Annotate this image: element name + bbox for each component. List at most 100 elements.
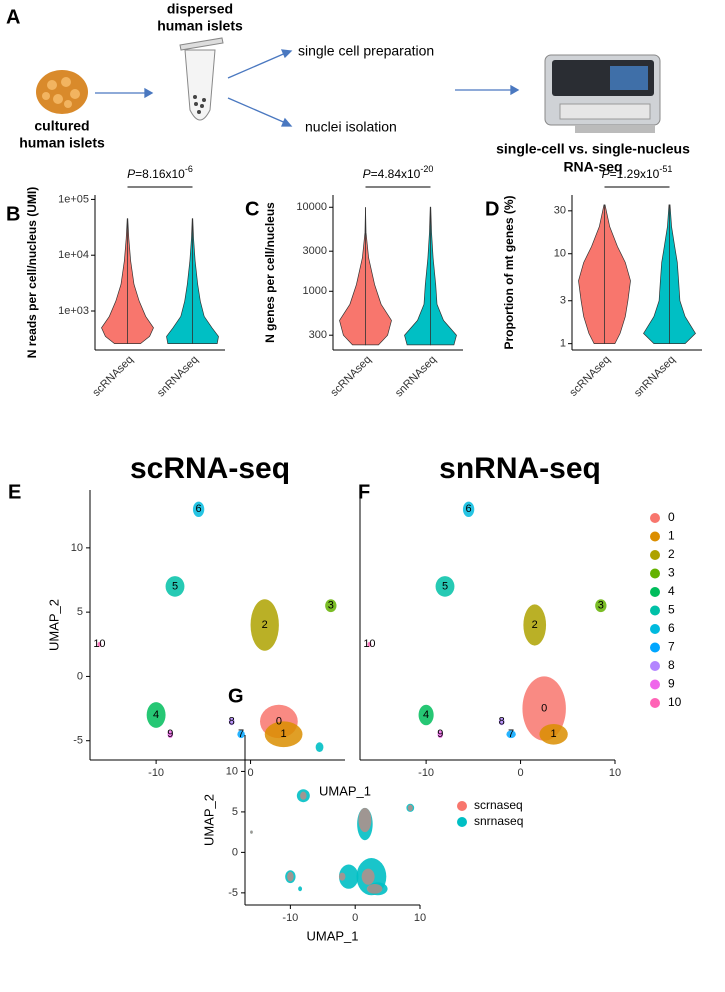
p-symbol: P xyxy=(602,167,610,181)
cluster xyxy=(437,730,444,739)
label: cultured xyxy=(34,118,89,134)
panel-label: G xyxy=(228,685,244,707)
x-tick-label: -10 xyxy=(148,767,164,779)
cluster-label: 1 xyxy=(281,728,287,740)
p-exponent: -51 xyxy=(659,164,672,174)
cluster-label: 10 xyxy=(93,638,105,650)
y-tick-label: 1e+05 xyxy=(58,193,89,205)
violin-half xyxy=(669,204,696,345)
cluster-label: 3 xyxy=(328,600,334,612)
x-tick-label: 0 xyxy=(517,767,523,779)
x-tick-label: 10 xyxy=(414,912,426,924)
x-axis-label: UMAP_1 xyxy=(306,928,358,943)
p-exponent: -6 xyxy=(185,164,193,174)
cluster-label: 7 xyxy=(238,728,244,740)
y-tick-label: -5 xyxy=(228,887,238,899)
cluster xyxy=(97,641,102,647)
cluster xyxy=(300,791,307,800)
cluster xyxy=(237,730,245,739)
y-tick-label: -5 xyxy=(73,735,83,747)
cluster xyxy=(367,641,372,647)
p-value: P=1.29x10-51 xyxy=(602,164,673,181)
cluster-label: 5 xyxy=(442,580,448,592)
cluster xyxy=(506,730,516,739)
legend-swatch xyxy=(650,679,660,690)
cluster-label: 8 xyxy=(229,715,235,727)
islet-cells xyxy=(42,77,80,108)
arrows xyxy=(95,49,520,127)
p-symbol: P xyxy=(363,167,371,181)
y-tick-label: 10 xyxy=(226,765,238,777)
cluster-label: 8 xyxy=(499,715,505,727)
legend-swatch xyxy=(650,513,660,523)
cluster xyxy=(498,717,505,726)
cluster xyxy=(315,742,324,753)
cluster xyxy=(366,883,383,894)
legend-label: scrnaseq xyxy=(474,798,523,812)
cluster xyxy=(435,576,455,597)
cluster-label: 7 xyxy=(508,728,514,740)
legend-swatch xyxy=(650,661,660,671)
panel-label: F xyxy=(358,481,370,503)
y-axis-label: N genes per cell/nucleus xyxy=(263,202,277,343)
y-tick-label: 0 xyxy=(77,670,83,682)
x-tick-label: 0 xyxy=(352,912,358,924)
cluster xyxy=(462,501,475,517)
y-tick-label: 3000 xyxy=(303,245,327,257)
legend-label: 1 xyxy=(668,529,675,543)
panel-label: D xyxy=(485,198,499,220)
cluster xyxy=(250,599,279,651)
p-text: =4.84x10 xyxy=(371,167,421,181)
legend-swatch xyxy=(650,587,660,597)
p-value: P=4.84x10-20 xyxy=(363,164,434,181)
y-axis-label: UMAP_2 xyxy=(46,599,61,651)
label: human islets xyxy=(157,18,243,34)
cluster-label: 0 xyxy=(541,702,547,714)
label: single-cell vs. single-nucleus xyxy=(496,141,690,157)
cluster xyxy=(146,702,166,728)
legend-swatch xyxy=(457,817,467,827)
p-exponent: -20 xyxy=(420,164,433,174)
violin-half xyxy=(192,218,219,344)
p-value: P=8.16x10-6 xyxy=(127,164,193,181)
x-tick-label: snRNAseq xyxy=(632,354,678,400)
y-tick-label: 0 xyxy=(232,846,238,858)
y-tick-label: 1 xyxy=(560,338,566,350)
legend-swatch xyxy=(650,531,660,542)
label: human islets xyxy=(19,135,105,151)
cluster xyxy=(361,868,375,885)
panel-title: snRNA-seq xyxy=(439,452,601,485)
x-tick-label: snRNAseq xyxy=(393,354,439,400)
tube-icon xyxy=(179,37,224,121)
cluster-label: 4 xyxy=(153,709,159,721)
legend-swatch xyxy=(650,624,660,634)
label: nuclei isolation xyxy=(305,119,397,135)
violin-half xyxy=(365,207,392,346)
legend-swatch xyxy=(650,642,660,653)
legend-label: 4 xyxy=(668,584,675,598)
cluster-label: 6 xyxy=(196,503,202,515)
violin-half xyxy=(604,204,631,345)
cluster xyxy=(407,804,413,812)
y-tick-label: 10000 xyxy=(296,201,327,213)
y-tick-label: 30 xyxy=(554,205,566,217)
sequencer-icon xyxy=(544,54,661,133)
cluster-label: 2 xyxy=(532,619,538,631)
cluster xyxy=(325,599,337,613)
legend-swatch xyxy=(650,605,660,616)
cluster-label: 5 xyxy=(172,580,178,592)
y-tick-label: 1e+04 xyxy=(58,249,89,261)
legend-label: 8 xyxy=(668,658,675,672)
cluster-label: 1 xyxy=(551,728,557,740)
legend-label: 9 xyxy=(668,677,675,691)
legend-swatch xyxy=(457,801,467,811)
cluster xyxy=(338,872,346,881)
legend-label: snrnaseq xyxy=(474,814,523,828)
cluster xyxy=(298,886,303,892)
cluster xyxy=(418,704,434,726)
panel-label: A xyxy=(6,6,20,28)
legend-swatch xyxy=(650,568,660,579)
cluster xyxy=(167,730,174,739)
legend-label: 2 xyxy=(668,547,675,561)
